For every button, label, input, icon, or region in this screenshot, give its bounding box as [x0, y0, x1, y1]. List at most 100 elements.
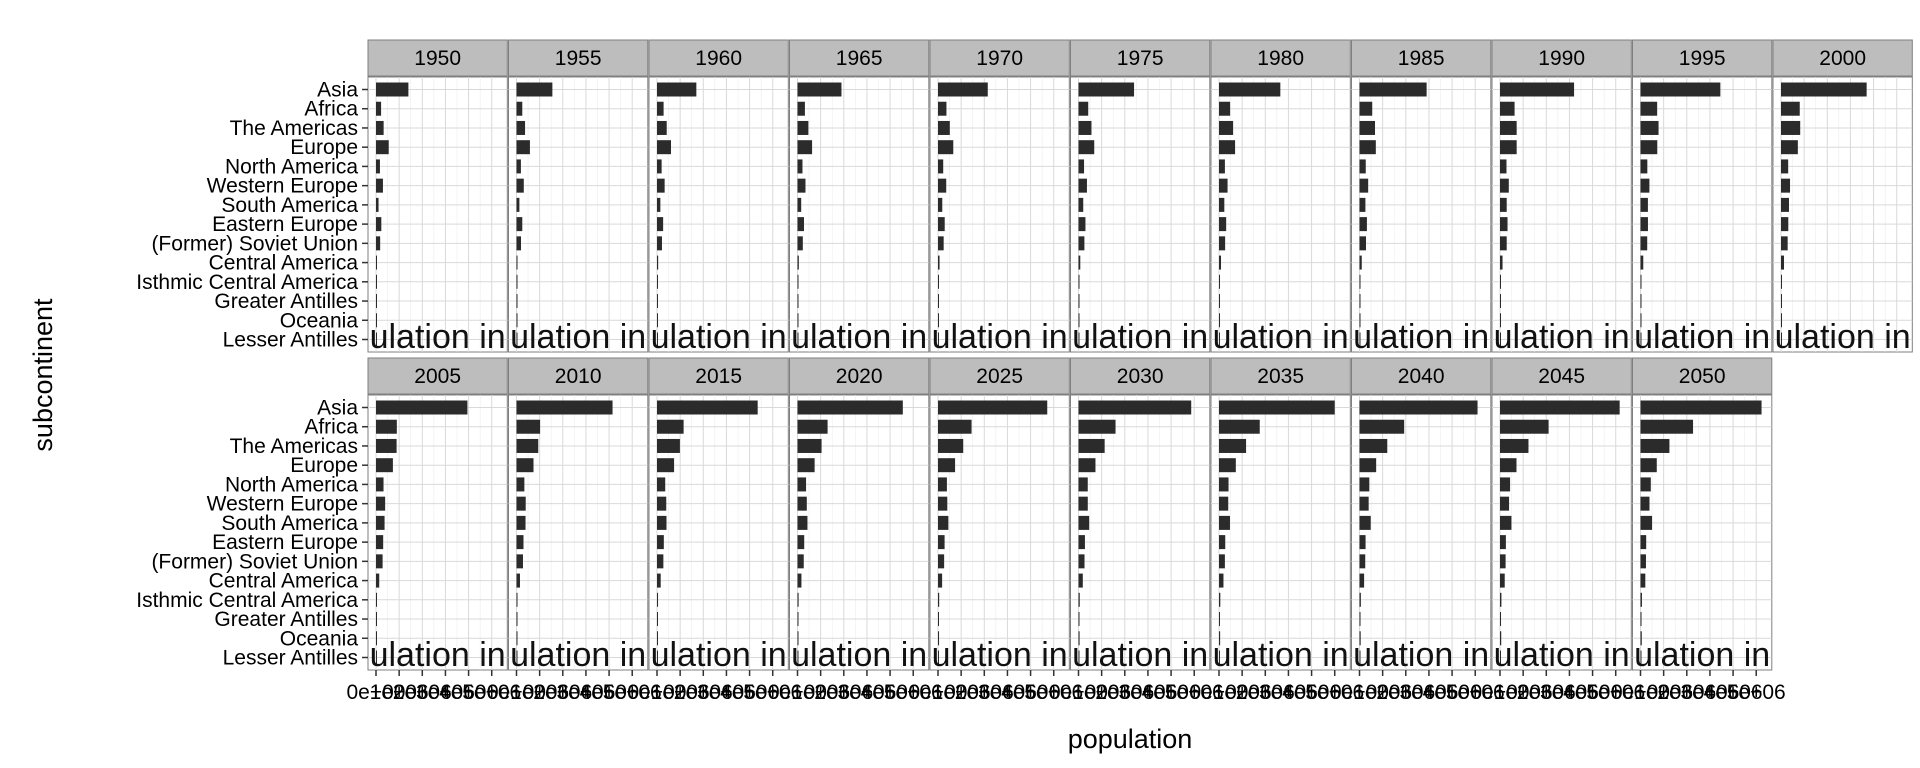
bar-lesser-antilles	[1078, 332, 1080, 347]
bar-africa	[516, 101, 523, 116]
bar-central-america	[1500, 573, 1505, 588]
bar-asia	[1640, 82, 1721, 97]
bar-isthmic-central-america	[1359, 274, 1361, 289]
facet-strip-label: 2040	[1398, 365, 1445, 388]
bar-central-america	[797, 573, 802, 588]
bar-oceania	[1359, 631, 1361, 646]
bar-lesser-antilles	[657, 650, 658, 665]
bar-eastern-europe	[376, 535, 384, 550]
bar-north-america	[1359, 159, 1366, 174]
bar-lesser-antilles	[1500, 650, 1501, 665]
bar-former-soviet-union	[1219, 236, 1226, 251]
bar-greater-antilles	[1640, 612, 1642, 627]
facet-panel-2015: 2015 ulation in	[648, 357, 789, 671]
bar-africa	[1219, 419, 1260, 434]
bar-the-americas	[938, 438, 964, 453]
facet-strip	[1772, 39, 1913, 77]
bar-lesser-antilles	[1640, 332, 1642, 347]
bar-eastern-europe	[1640, 217, 1648, 232]
bar-eastern-europe	[516, 217, 523, 232]
bar-africa	[1500, 419, 1549, 434]
bar-asia	[1781, 82, 1867, 97]
bar-north-america	[1640, 477, 1651, 492]
facet-strip	[1632, 39, 1773, 77]
panel-content: ulation in	[1070, 395, 1210, 670]
bar-western-europe	[1078, 178, 1087, 193]
bar-europe	[376, 458, 393, 473]
x-tick-label: 1e+06	[1072, 681, 1131, 704]
x-tick-label: 5e+06	[884, 681, 943, 704]
bar-eastern-europe	[1500, 535, 1506, 550]
panel-content: ulation in	[1351, 77, 1491, 352]
bar-africa	[657, 419, 684, 434]
clipped-annotation: ulation in	[791, 636, 927, 674]
bar-europe	[1781, 140, 1798, 155]
y-tick-label: The Americas	[230, 117, 358, 140]
panel-background	[1491, 394, 1632, 671]
bar-the-americas	[1500, 438, 1529, 453]
panel-background	[1210, 394, 1351, 671]
bar-north-america	[1359, 477, 1370, 492]
facet-strip-label: 1955	[555, 47, 602, 70]
bar-oceania	[657, 313, 658, 328]
panel-content: ulation in	[930, 77, 1070, 352]
bar-eastern-europe	[797, 535, 805, 550]
bar-isthmic-central-america	[1219, 274, 1220, 289]
bar-oceania	[1640, 313, 1642, 328]
bar-former-soviet-union	[516, 554, 523, 569]
bar-asia	[797, 82, 842, 97]
panel-content: ulation in	[1632, 395, 1772, 670]
bar-greater-antilles	[797, 294, 799, 309]
bar-western-europe	[1219, 178, 1228, 193]
x-tick-label: 0e+00	[1330, 681, 1389, 704]
bar-africa	[376, 419, 397, 434]
facet-strip	[1351, 357, 1492, 395]
bar-europe	[797, 458, 815, 473]
bar-north-america	[376, 159, 380, 174]
y-tick-label: (Former) Soviet Union	[151, 232, 358, 255]
x-tick-label: 2e+06	[674, 681, 733, 704]
facet-panel-1990: 1990 ulation in	[1491, 39, 1632, 353]
bar-central-america	[1359, 255, 1362, 270]
bar-oceania	[1359, 313, 1361, 328]
bar-eastern-europe	[516, 535, 524, 550]
bar-south-america	[516, 197, 520, 212]
bar-asia	[1500, 400, 1620, 415]
bar-south-america	[1219, 515, 1230, 530]
bar-asia	[376, 82, 409, 97]
facet-strip-label: 2010	[555, 365, 602, 388]
y-tick-label: Isthmic Central America	[136, 589, 358, 612]
facet-strip-label: 1985	[1398, 47, 1445, 70]
bar-lesser-antilles	[938, 650, 939, 665]
bar-the-americas	[1359, 120, 1376, 135]
bar-eastern-europe	[1219, 535, 1226, 550]
bar-central-america	[657, 573, 661, 588]
x-tick-label: 4e+06	[439, 681, 498, 704]
y-tick-label: North America	[225, 155, 358, 178]
panel-background	[1210, 76, 1351, 353]
facet-strip	[1210, 39, 1351, 77]
bar-south-america	[1500, 197, 1507, 212]
bar-africa	[1640, 419, 1694, 434]
x-axis-title: population	[1068, 724, 1193, 754]
x-tick-label: 0e+00	[1049, 681, 1108, 704]
facet-strip	[1491, 357, 1632, 395]
bar-western-europe	[376, 178, 383, 193]
bar-the-americas	[797, 438, 822, 453]
bar-eastern-europe	[1219, 217, 1227, 232]
x-tick-label: 2e+06	[1376, 681, 1435, 704]
bar-europe	[938, 140, 954, 155]
facet-strip	[1351, 39, 1492, 77]
panel-background	[1070, 76, 1211, 353]
bar-the-americas	[657, 438, 680, 453]
bar-greater-antilles	[797, 612, 799, 627]
y-tick-label: Western Europe	[207, 493, 358, 516]
panel-background	[648, 394, 789, 671]
bar-asia	[1219, 400, 1335, 415]
x-tick-label: 2e+06	[955, 681, 1014, 704]
x-tick-label: 3e+06	[556, 681, 615, 704]
panel-content: ulation in	[1351, 395, 1491, 670]
bar-greater-antilles	[1078, 294, 1080, 309]
bar-oceania	[1219, 313, 1220, 328]
panel-background	[508, 394, 649, 671]
